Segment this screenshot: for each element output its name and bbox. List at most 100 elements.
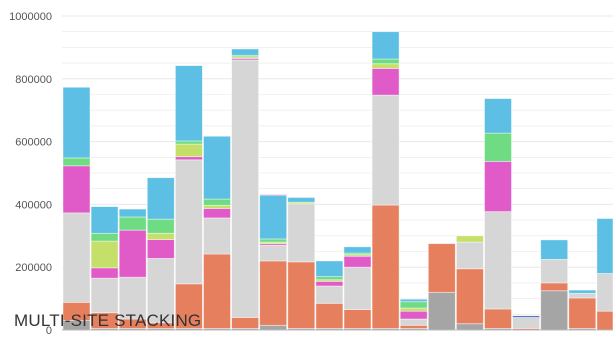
bar-segment-green bbox=[484, 132, 512, 162]
bar-segment-orange bbox=[596, 310, 613, 331]
bar-segment-light-gray bbox=[231, 59, 260, 318]
bar-segment-light-gray bbox=[287, 203, 316, 263]
bar-segment-pink bbox=[146, 239, 175, 259]
bar-segment-light-gray bbox=[259, 244, 288, 262]
bar-segment-blue bbox=[568, 289, 597, 294]
bar-segment-orange bbox=[484, 308, 512, 329]
bar-segment-dark-gray bbox=[455, 323, 484, 331]
y-axis-tick-labels: 0 200000 400000 600000 800000 1000000 bbox=[9, 11, 52, 337]
bar-segment-pink bbox=[62, 165, 91, 214]
bar-segment-light-gray bbox=[343, 266, 372, 310]
y-tick-label: 600000 bbox=[15, 137, 52, 149]
bar-segment-blue bbox=[146, 177, 175, 220]
bar-segment-blue bbox=[62, 86, 91, 159]
bar-segment-pink bbox=[399, 310, 428, 320]
y-tick-label: 1000000 bbox=[9, 11, 52, 23]
bar-segment-lime bbox=[203, 204, 231, 209]
bar-segment-pink bbox=[174, 156, 203, 161]
bar-stack bbox=[146, 177, 175, 331]
bar-segment-blue bbox=[596, 218, 613, 274]
bar-segment-green bbox=[118, 216, 147, 231]
bar-segment-blue bbox=[174, 65, 203, 142]
bar-stack bbox=[596, 218, 613, 331]
bar-segment-lime bbox=[455, 235, 484, 243]
bar-segment-blue bbox=[484, 98, 512, 134]
bar-segment-blue bbox=[540, 239, 569, 260]
bar-segment-green bbox=[259, 238, 288, 243]
bar-segment-orange bbox=[399, 324, 428, 329]
bar-segment-light-gray bbox=[62, 212, 91, 303]
y-tick-label: 800000 bbox=[15, 74, 52, 86]
bar-stack bbox=[427, 243, 456, 331]
bar-segment-blue bbox=[371, 31, 400, 60]
bar-segment-green bbox=[62, 157, 91, 167]
y-tick-label: 400000 bbox=[15, 199, 52, 211]
bar-segment-light-gray bbox=[203, 217, 231, 255]
y-tick-label: 200000 bbox=[15, 262, 52, 274]
bar-segment-green bbox=[315, 276, 344, 281]
bar-segment-orange bbox=[231, 317, 260, 329]
bar-segment-orange bbox=[371, 204, 400, 329]
bar-segment-orange bbox=[259, 260, 288, 326]
bar-segment-green bbox=[146, 218, 175, 234]
bar-segment-light-gray bbox=[315, 285, 344, 304]
bar-segment-pink bbox=[90, 267, 119, 279]
bar-stack bbox=[174, 65, 203, 331]
bar-segment-orange bbox=[174, 283, 203, 329]
bar-stack bbox=[62, 86, 91, 331]
bar-stack bbox=[568, 289, 597, 331]
bar-segment-green bbox=[371, 58, 400, 65]
bar-segment-green bbox=[174, 140, 203, 145]
bar-segment-orange bbox=[287, 261, 316, 329]
bar-segment-orange bbox=[455, 268, 484, 325]
bar-segment-light-gray bbox=[484, 211, 512, 310]
bar-stack bbox=[455, 235, 484, 331]
bar-segment-light-gray bbox=[118, 276, 147, 320]
y-tick-label: 0 bbox=[46, 325, 52, 337]
bar-segment-blue bbox=[118, 208, 147, 218]
bar-segment-pink bbox=[343, 255, 372, 268]
bar-segment-blue bbox=[90, 206, 119, 234]
bar-segment-light-gray bbox=[90, 277, 119, 314]
bar-segment-pink bbox=[118, 229, 147, 278]
bar-segment-blue bbox=[203, 135, 231, 200]
bar-segment-pink bbox=[315, 280, 344, 287]
chart-caption: MULTI-SITE STACKING bbox=[14, 311, 202, 330]
bar-segment-lime bbox=[146, 232, 175, 240]
bar-segment-green bbox=[90, 232, 119, 242]
bar-stack bbox=[203, 135, 231, 331]
bar-segment-light-gray bbox=[596, 273, 613, 312]
bar-segment-orange bbox=[343, 309, 372, 329]
bar-segment-navy bbox=[512, 315, 540, 318]
bar-segment-pink bbox=[371, 68, 400, 96]
bar-segment-blue bbox=[343, 246, 372, 254]
bar-segment-orange bbox=[427, 243, 456, 293]
bar-segment-light-gray bbox=[512, 317, 540, 329]
bar-segment-blue bbox=[231, 48, 260, 56]
bar-segment-blue bbox=[287, 197, 316, 203]
bar-stack bbox=[259, 194, 288, 331]
bar-segment-blue bbox=[399, 298, 428, 303]
bar-segment-lime bbox=[399, 307, 428, 312]
bar-segment-orange bbox=[315, 302, 344, 329]
bar-stack bbox=[512, 315, 540, 331]
bar-stack bbox=[118, 208, 147, 331]
bar-segment-light-gray bbox=[146, 258, 175, 324]
bar-segment-green bbox=[399, 301, 428, 309]
bar-segment-green bbox=[203, 198, 231, 206]
bar-segment-lime bbox=[90, 240, 119, 269]
bar-segment-pink bbox=[484, 160, 512, 213]
bar-stack bbox=[540, 239, 569, 331]
bar-segment-orange bbox=[540, 282, 569, 292]
bar-stack bbox=[231, 48, 260, 331]
bar-stack bbox=[343, 246, 372, 331]
bar-segment-lime bbox=[174, 143, 203, 158]
bar-segment-dark-gray bbox=[540, 290, 569, 331]
bar-segment-orange bbox=[203, 253, 231, 329]
bar-stack bbox=[484, 98, 512, 331]
bar-segment-lime bbox=[371, 63, 400, 69]
bar-segment-blue bbox=[315, 260, 344, 278]
bar-segment-dark-gray bbox=[427, 291, 456, 331]
bar-segment-light-gray bbox=[371, 94, 400, 206]
